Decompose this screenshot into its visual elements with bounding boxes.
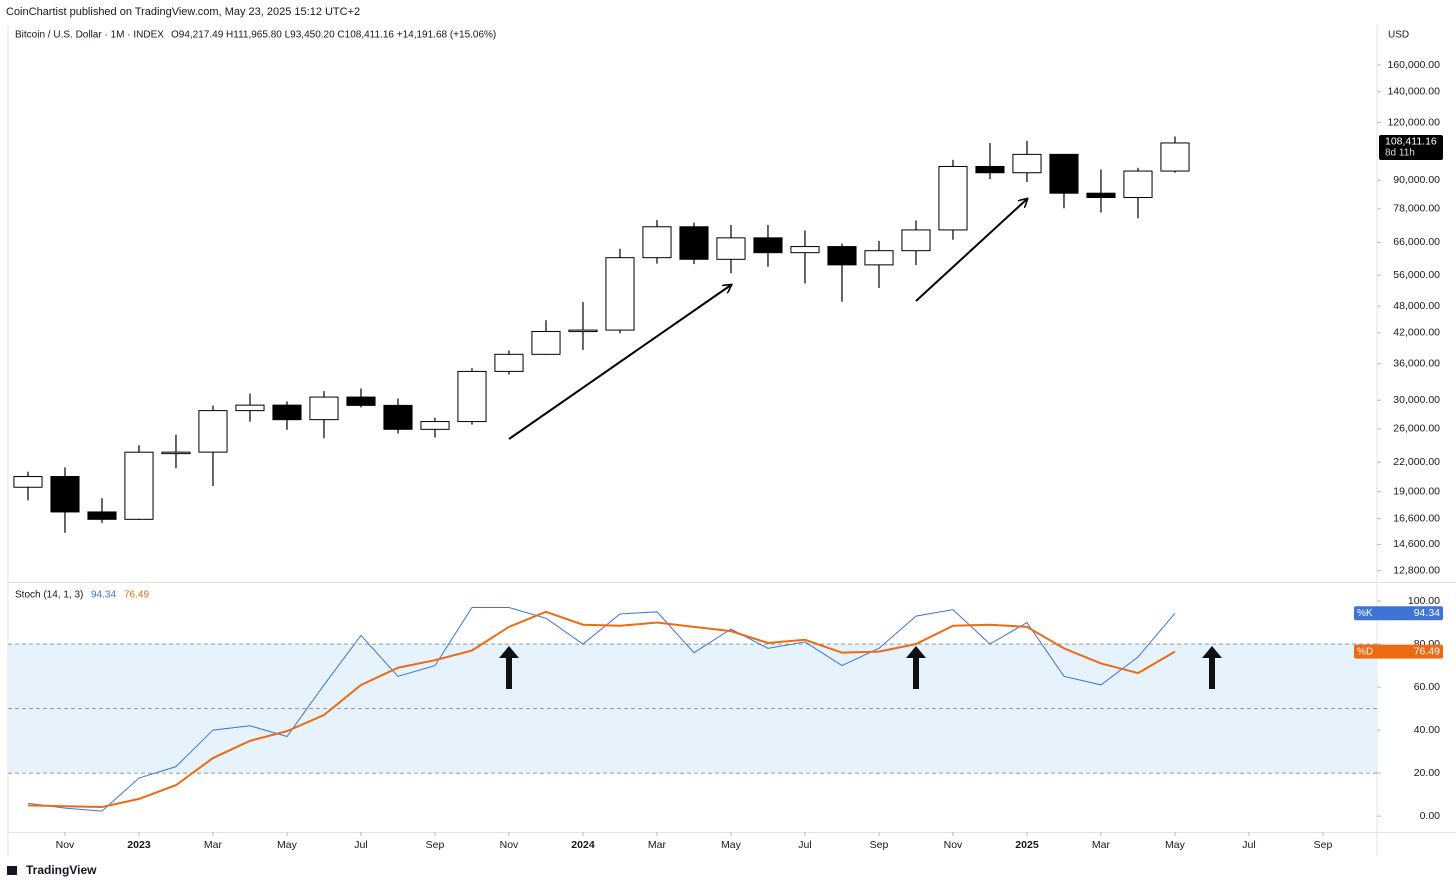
y-tick-label: 19,000.00 [1393,485,1440,497]
value-tag-name: %K [1357,608,1373,619]
candle-body [346,396,376,406]
candle-body [1160,142,1190,172]
publisher: CoinChartist published on TradingView.co… [6,6,360,18]
candle-body [568,329,598,333]
brand: TradingView [26,863,97,877]
candle-body [309,396,339,421]
trend-arrow [508,285,731,440]
value-tag [1354,644,1443,659]
countdown: 8d 11h [1385,148,1415,159]
value-tag [1354,606,1443,621]
y-tick-label: 12,800.00 [1393,565,1440,577]
x-tick-label: Nov [500,839,519,851]
x-tick-label: 2024 [571,839,595,851]
candle-body [642,226,672,259]
candle-body [1049,153,1079,194]
candle-body [457,370,487,423]
candle-body [827,246,857,266]
y-tick-label: 78,000.00 [1393,203,1440,215]
candle-body [494,353,524,372]
candle-body [938,165,968,231]
x-tick-label: 2025 [1015,839,1039,851]
stoch-line [27,610,1176,809]
x-tick-label: Mar [1092,839,1111,851]
brand-logo [7,866,17,875]
candle-body [124,451,154,520]
candle-body [1012,153,1042,174]
y-tick-label: 56,000.00 [1393,269,1440,281]
x-tick-label: Mar [204,839,223,851]
trend-arrow [915,199,1027,302]
y-tick-label: 20.00 [1414,767,1440,779]
candle-body [1086,192,1116,199]
overbought-band [8,644,1377,774]
candle-body [161,451,191,455]
candle-body [13,476,43,488]
candle-body [975,165,1005,174]
y-tick-label: 42,000.00 [1393,327,1440,339]
candle-body [420,421,450,430]
candle-body [198,410,228,453]
y-tick-label: 60.00 [1414,681,1440,693]
y-tick-label: 16,600.00 [1393,512,1440,524]
x-tick-label: Nov [56,839,75,851]
candle-body [383,404,413,430]
symbol-title: Bitcoin / U.S. Dollar · 1M · INDEX [15,30,164,41]
candle-body [679,226,709,260]
candle-body [605,257,635,331]
x-tick-label: May [277,839,298,851]
candle-body [1123,170,1153,199]
value-tag-value: 76.49 [1414,645,1440,657]
signal-arrow [499,646,519,689]
candle-body [272,404,302,421]
candle-body [901,229,931,252]
y-tick-label: 140,000.00 [1387,86,1440,98]
y-tick-label: 14,600.00 [1393,538,1440,550]
candle-body [753,237,783,254]
x-tick-label: Mar [648,839,667,851]
last-price-tag [1379,134,1443,160]
x-tick-label: Sep [870,839,889,851]
candle-body [235,404,265,412]
currency: USD [1388,30,1409,41]
value-tag-name: %D [1357,646,1373,657]
x-tick-label: Jul [798,839,811,851]
last-price: 108,411.16 [1385,136,1437,148]
x-tick-label: Jul [1242,839,1255,851]
x-tick-label: Jul [354,839,367,851]
y-tick-label: 40.00 [1414,724,1440,736]
y-tick-label: 100.00 [1408,595,1440,607]
value-tag-value: 94.34 [1414,607,1440,619]
candle-body [716,237,746,260]
candle-body [531,330,561,355]
x-tick-label: 2023 [127,839,151,851]
stoch-line [27,607,1176,812]
y-tick-label: 26,000.00 [1393,423,1440,435]
signal-arrow [1202,646,1222,689]
x-tick-label: Nov [944,839,963,851]
y-tick-label: 90,000.00 [1393,174,1440,186]
ohlc: O94,217.49 H111,965.80 L93,450.20 C108,4… [171,30,496,41]
y-tick-label: 66,000.00 [1393,236,1440,248]
candle-body [864,250,894,266]
y-tick-label: 120,000.00 [1387,116,1440,128]
y-tick-label: 36,000.00 [1393,357,1440,369]
candle-body [50,476,80,513]
y-tick-label: 160,000.00 [1387,59,1440,71]
y-tick-label: 0.00 [1420,810,1441,822]
candle-body [87,511,117,520]
x-tick-label: Sep [426,839,445,851]
d-value: 76.49 [124,590,149,601]
x-tick-label: May [721,839,742,851]
y-tick-label: 30,000.00 [1393,394,1440,406]
signal-arrow [906,646,926,689]
y-tick-label: 22,000.00 [1393,456,1440,468]
candle-body [790,246,820,254]
x-tick-label: May [1165,839,1186,851]
x-tick-label: Sep [1314,839,1333,851]
indicator-title: Stoch (14, 1, 3) [15,590,83,601]
y-tick-label: 48,000.00 [1393,300,1440,312]
k-value: 94.34 [91,590,116,601]
